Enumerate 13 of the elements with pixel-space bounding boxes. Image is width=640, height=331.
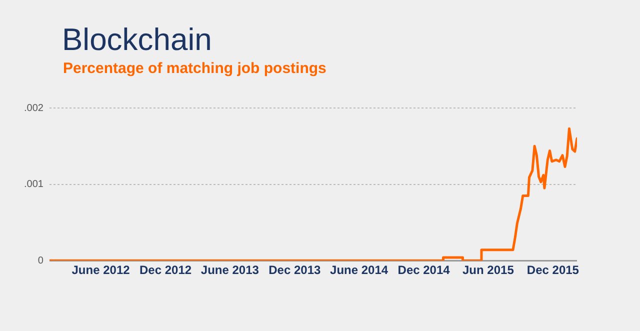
x-tick-label: Dec 2013: [268, 263, 321, 278]
x-tick-label: June 2014: [330, 263, 388, 278]
y-tick-label: .002: [24, 102, 44, 114]
x-tick-label: Jun 2015: [462, 263, 514, 278]
y-tick-label: 0: [38, 255, 44, 266]
chart-subtitle: Percentage of matching job postings: [63, 60, 326, 77]
x-tick-label: Dec 2012: [139, 263, 192, 278]
chart-title: Blockchain: [62, 22, 212, 58]
x-tick-label: Dec 2015: [526, 263, 580, 278]
x-tick-label: Dec 2014: [398, 263, 450, 278]
x-tick-label: June 2012: [72, 263, 130, 278]
x-tick-label: June 2013: [200, 263, 260, 278]
y-tick-label: .001: [24, 179, 44, 190]
